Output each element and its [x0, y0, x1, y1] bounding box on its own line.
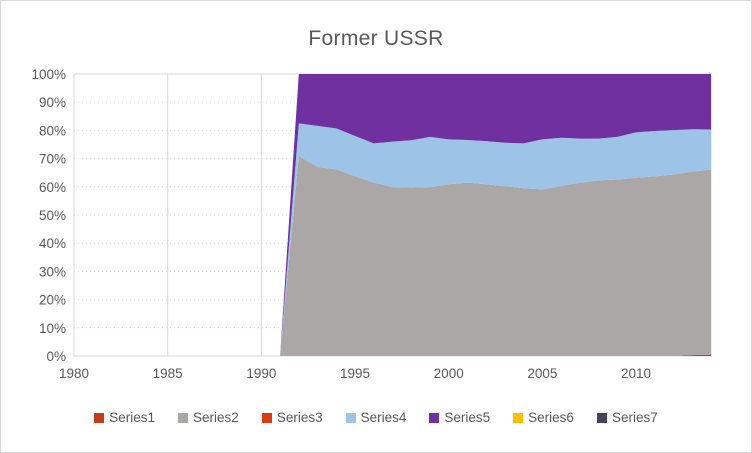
legend-swatch: [513, 412, 524, 423]
legend-label: Series7: [611, 410, 658, 425]
legend-swatch: [178, 412, 189, 423]
legend-item-series3: Series3: [261, 410, 323, 425]
legend-item-series4: Series4: [345, 410, 407, 425]
legend-item-series2: Series2: [178, 410, 239, 425]
legend-label: Series4: [360, 410, 407, 425]
y-tick-label: 100%: [31, 67, 66, 82]
y-tick-label: 30%: [39, 264, 66, 279]
x-tick-label: 2005: [527, 366, 557, 381]
y-tick-label: 20%: [39, 293, 66, 308]
legend-swatch: [261, 412, 272, 423]
legend-label: Series5: [444, 410, 491, 425]
x-tick-label: 1990: [246, 366, 276, 381]
y-tick-label: 90%: [39, 95, 66, 110]
legend-swatch: [429, 412, 440, 423]
legend-item-series5: Series5: [429, 410, 490, 425]
legend-label: Series1: [109, 410, 156, 425]
y-tick-label: 80%: [39, 123, 66, 138]
area-series5: [74, 74, 711, 356]
x-tick-label: 2010: [621, 366, 651, 381]
x-tick-label: 1980: [59, 366, 89, 381]
y-tick-label: 0%: [46, 349, 66, 364]
legend-item-series7: Series7: [596, 410, 658, 425]
area-series2: [74, 155, 711, 356]
legend-item-series6: Series6: [513, 410, 574, 425]
area-series4: [74, 123, 711, 356]
legend-swatch: [596, 412, 607, 423]
legend: Series1 Series2 Series3 Series4 Series5 Serie…: [1, 410, 751, 425]
y-tick-label: 10%: [39, 321, 66, 336]
legend-label: Series2: [193, 410, 239, 425]
y-tick-label: 40%: [39, 236, 66, 251]
legend-label: Series3: [276, 410, 323, 425]
chart-title: Former USSR: [308, 27, 444, 50]
y-tick-label: 50%: [39, 208, 66, 223]
x-tick-label: 1985: [153, 366, 183, 381]
y-tick-label: 70%: [39, 152, 66, 167]
x-tick-label: 2000: [434, 366, 464, 381]
y-tick-label: 60%: [39, 180, 66, 195]
legend-swatch: [345, 412, 356, 423]
legend-item-series1: Series1: [94, 410, 155, 425]
legend-swatch: [94, 412, 105, 423]
legend-label: Series6: [528, 410, 574, 425]
x-tick-label: 1995: [340, 366, 370, 381]
